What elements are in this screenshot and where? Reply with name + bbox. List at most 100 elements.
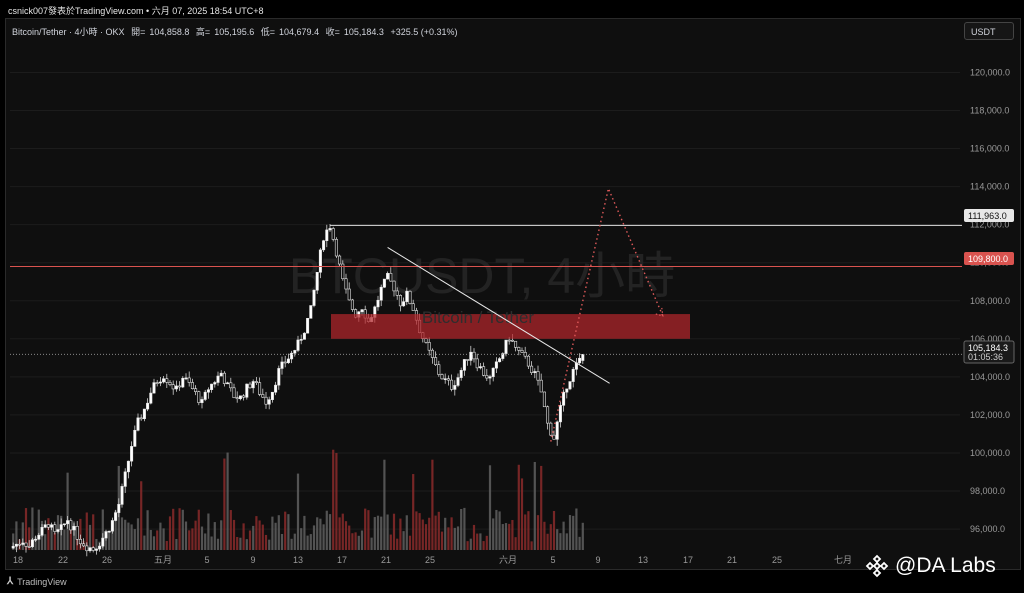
open-value: 104,858.8: [149, 27, 190, 37]
candle-body: [443, 378, 447, 380]
volume-bar: [383, 459, 386, 550]
candle-body: [549, 422, 553, 436]
time-tick-label: 5: [550, 555, 555, 565]
candle-body: [24, 542, 28, 547]
volume-bar: [143, 535, 146, 550]
volume-bar: [223, 458, 226, 550]
candle-body: [251, 381, 255, 389]
volume-bar: [389, 534, 392, 550]
volume-bar: [357, 535, 360, 550]
candle-body: [88, 547, 92, 552]
candle-body: [162, 378, 166, 383]
candle-body: [539, 379, 543, 393]
footer-brand[interactable]: TradingView: [17, 576, 67, 587]
currency-selector[interactable]: USDT: [964, 22, 1014, 40]
candle-body: [462, 359, 466, 371]
candle-body: [155, 382, 159, 384]
candle-body: [469, 351, 473, 361]
volume-bar: [316, 517, 319, 550]
volume-bar: [127, 522, 130, 550]
candle-body: [501, 353, 505, 359]
resistance-tag-text: 111,963.0: [968, 211, 1007, 221]
candle-body: [165, 378, 169, 383]
candle-body: [485, 375, 489, 379]
volume-bar: [248, 530, 252, 550]
high-value: 105,195.6: [214, 27, 255, 37]
price-tick-label: 102,000.0: [970, 410, 1010, 420]
volume-bar: [415, 511, 418, 550]
candle-body: [264, 396, 268, 405]
close-label: 收: [325, 27, 335, 37]
candle-body: [91, 547, 95, 551]
candle-body: [21, 542, 25, 545]
volume-bar: [338, 517, 341, 550]
watermark-description: Bitcoin / Tether: [422, 308, 534, 327]
volume-bar: [335, 452, 338, 550]
candle-body: [290, 352, 294, 360]
volume-bar: [540, 465, 543, 550]
candle-body: [427, 342, 431, 351]
volume-bar: [575, 508, 578, 550]
candle-body: [482, 366, 486, 376]
candle-body: [69, 520, 73, 531]
volume-bar: [204, 533, 207, 550]
candle-body: [498, 358, 502, 363]
volume-bar: [216, 538, 220, 550]
brand-overlay: @DA Labs: [865, 554, 996, 578]
volume-bar: [501, 524, 504, 550]
volume-bar: [245, 539, 248, 550]
volume-bar: [524, 514, 527, 550]
candle-body: [235, 397, 239, 400]
candle-body: [27, 546, 31, 548]
volume-bar: [581, 522, 584, 550]
time-tick-label: 22: [58, 555, 68, 565]
volume-bar: [322, 524, 325, 550]
price-tick-label: 98,000.0: [970, 486, 1005, 496]
red-level-tag: 109,800.0: [964, 252, 1014, 265]
volume-bar: [156, 530, 159, 550]
candle-body: [507, 339, 511, 342]
candle-body: [331, 228, 335, 240]
volume-bar: [447, 527, 450, 550]
candle-body: [216, 375, 220, 383]
volume-bar: [578, 536, 581, 550]
symbol-title[interactable]: Bitcoin/Tether · 4小時 · OKX: [12, 27, 125, 37]
candle-body: [123, 471, 127, 487]
candle-body: [578, 357, 582, 364]
volume-bar: [236, 536, 239, 550]
candle-body: [210, 383, 214, 390]
candle-body: [456, 377, 460, 386]
price-tick-label: 100,000.0: [970, 448, 1010, 458]
candle-body: [258, 382, 262, 395]
volume-bar: [488, 465, 492, 550]
candle-body: [238, 395, 242, 400]
volume-bar: [399, 518, 402, 550]
volume-bar: [133, 529, 136, 550]
candle-body: [437, 364, 441, 375]
volume-bar: [159, 522, 162, 550]
candle-body: [254, 381, 258, 383]
candle-body: [101, 537, 105, 547]
volume-bar: [47, 518, 50, 550]
candle-body: [171, 384, 175, 390]
candle-body: [526, 355, 530, 367]
volume-bar: [370, 537, 373, 550]
volume-bar: [220, 520, 223, 550]
candle-body: [478, 366, 482, 369]
tradingview-logo-icon[interactable]: ⅄: [7, 576, 14, 587]
candle-body: [568, 381, 572, 390]
candle-body: [293, 350, 297, 354]
volume-bar: [312, 525, 316, 550]
volume-bar: [175, 538, 178, 550]
volume-bar: [252, 525, 255, 550]
volume-bar: [79, 518, 82, 550]
time-tick-label: 13: [638, 555, 648, 565]
candle-body: [72, 526, 76, 531]
candle-body: [488, 376, 492, 379]
volume-bar: [152, 536, 156, 550]
volume-bar: [255, 516, 258, 550]
volume-bar: [376, 515, 380, 550]
volume-bar: [130, 524, 133, 550]
change-value: +325.5 (+0.31%): [390, 27, 458, 37]
